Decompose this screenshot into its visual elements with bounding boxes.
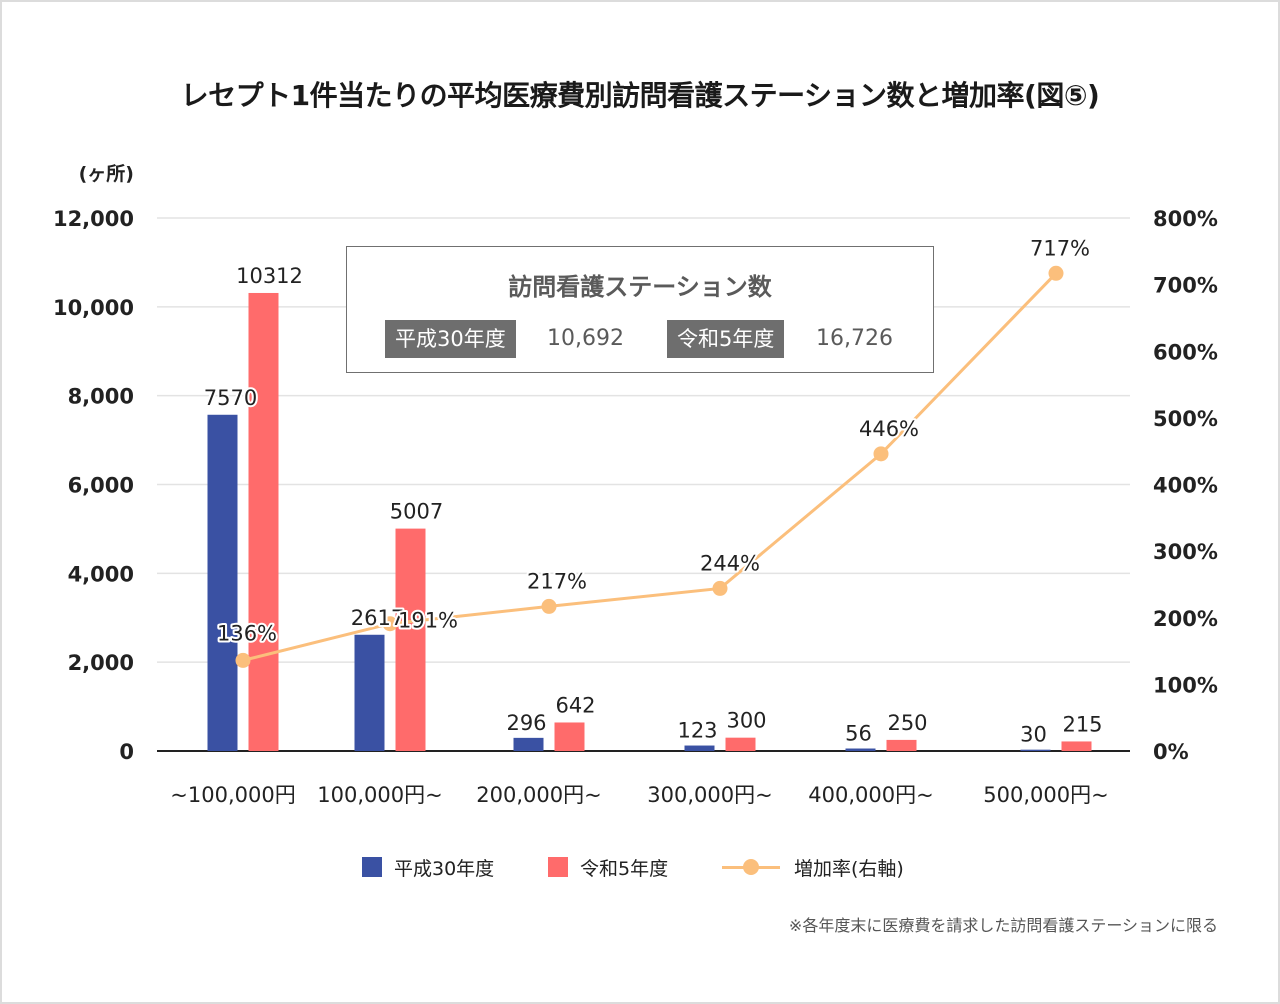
bar-label-h30: 2617 bbox=[351, 606, 404, 630]
y-left-tick-label: 10,000 bbox=[53, 296, 134, 320]
legend-item-growth: 増加率(右軸) bbox=[722, 852, 904, 882]
station-count-title: 訪問看護ステーション数 bbox=[508, 273, 772, 301]
x-category-label: 200,000円~ bbox=[476, 783, 601, 807]
growth-point bbox=[235, 652, 251, 668]
station-count-box: 訪問看護ステーション数 平成30年度 10,692 令和5年度 16,726 bbox=[346, 246, 934, 373]
growth-label: 217% bbox=[527, 569, 587, 593]
x-category-label: 500,000円~ bbox=[983, 783, 1108, 807]
x-category-label: 400,000円~ bbox=[808, 783, 933, 807]
legend-item-h30: 平成30年度 bbox=[362, 852, 494, 882]
legend-label-r5: 令和5年度 bbox=[580, 857, 669, 880]
growth-label: 191% bbox=[398, 609, 458, 633]
x-category-label: 100,000円~ bbox=[317, 783, 442, 807]
y-right-tick-label: 700% bbox=[1153, 274, 1218, 298]
y-left-tick-label: 8,000 bbox=[68, 385, 134, 409]
bar-r5 bbox=[248, 292, 279, 751]
y-right-tick-label: 200% bbox=[1153, 607, 1218, 631]
bar-h30 bbox=[207, 414, 238, 751]
bar-label-h30: 7570 bbox=[204, 386, 257, 410]
bar-label-r5: 215 bbox=[1062, 712, 1102, 736]
growth-point bbox=[873, 446, 889, 462]
bar-label-h30: 296 bbox=[506, 711, 546, 735]
growth-point bbox=[541, 598, 557, 614]
station-count-tag-r5: 令和5年度 bbox=[667, 320, 785, 358]
bar-h30 bbox=[1020, 749, 1051, 751]
chart-legend: 平成30年度 令和5年度 増加率(右軸) bbox=[0, 852, 1280, 882]
legend-swatch-h30 bbox=[362, 857, 382, 877]
growth-point bbox=[382, 616, 398, 632]
y-left-tick-label: 4,000 bbox=[68, 562, 134, 586]
labels: 0 2,000 4,000 6,000 8,000 10,000 12,000 0% 100% 2… bbox=[53, 163, 1218, 807]
y-left-tick-label: 0 bbox=[119, 740, 134, 764]
bar-h30 bbox=[845, 748, 876, 751]
bar-h30 bbox=[354, 634, 385, 751]
bar-label-r5: 10312 bbox=[236, 264, 303, 288]
growth-label: 244% bbox=[700, 551, 760, 575]
legend-swatch-r5 bbox=[548, 857, 568, 877]
bar-label-r5: 5007 bbox=[390, 500, 443, 524]
footnote: ※各年度末に医療費を請求した訪問看護ステーションに限る bbox=[788, 916, 1218, 935]
bar-label-h30: 30 bbox=[1020, 723, 1047, 747]
station-count-value-r5: 16,726 bbox=[816, 326, 893, 351]
y-right-tick-label: 800% bbox=[1153, 207, 1218, 231]
bar-label-r5: 642 bbox=[555, 693, 595, 717]
bar-r5 bbox=[395, 528, 426, 751]
bars bbox=[207, 292, 1092, 751]
legend-line-marker-icon bbox=[722, 857, 780, 877]
y-right-tick-label: 100% bbox=[1153, 673, 1218, 697]
gridlines bbox=[157, 217, 1130, 752]
y-left-tick-label: 6,000 bbox=[68, 474, 134, 498]
station-count-tag-h30: 平成30年度 bbox=[385, 320, 516, 358]
y-left-tick-label: 2,000 bbox=[68, 651, 134, 675]
bar-label-r5: 300 bbox=[726, 709, 766, 733]
legend-item-r5: 令和5年度 bbox=[548, 852, 668, 882]
growth-label: 717% bbox=[1030, 236, 1090, 260]
bar-r5 bbox=[725, 737, 756, 751]
y-right-tick-label: 300% bbox=[1153, 540, 1218, 564]
y-right-tick-label: 600% bbox=[1153, 340, 1218, 364]
legend-label-growth: 増加率(右軸) bbox=[794, 857, 904, 880]
growth-label: 136% bbox=[217, 621, 277, 645]
legend-label-h30: 平成30年度 bbox=[394, 857, 495, 880]
bar-r5 bbox=[886, 739, 917, 751]
bar-label-r5: 250 bbox=[887, 711, 927, 735]
growth-point bbox=[712, 580, 728, 596]
bar-r5 bbox=[554, 722, 585, 751]
y-left-tick-label: 12,000 bbox=[53, 207, 134, 231]
bar-h30 bbox=[684, 745, 715, 751]
bar-label-h30: 123 bbox=[677, 719, 717, 743]
y-left-unit-label: (ヶ所) bbox=[79, 163, 134, 185]
bar-label-h30: 56 bbox=[845, 722, 872, 746]
chart-title: レセプト1件当たりの平均医療費別訪問看護ステーション数と増加率(図⑤) bbox=[180, 79, 1100, 112]
x-category-label: 300,000円~ bbox=[647, 783, 772, 807]
bar-r5 bbox=[1061, 741, 1092, 751]
growth-line bbox=[235, 265, 1064, 668]
growth-line-path bbox=[242, 272, 1058, 662]
y-right-tick-label: 0% bbox=[1153, 740, 1189, 764]
y-right-tick-label: 400% bbox=[1153, 474, 1218, 498]
growth-label: 446% bbox=[859, 417, 919, 441]
station-count-value-h30: 10,692 bbox=[547, 326, 624, 351]
y-right-tick-label: 500% bbox=[1153, 407, 1218, 431]
x-category-label: ~100,000円 bbox=[170, 783, 295, 807]
growth-point bbox=[1048, 265, 1064, 281]
bar-h30 bbox=[513, 737, 544, 751]
